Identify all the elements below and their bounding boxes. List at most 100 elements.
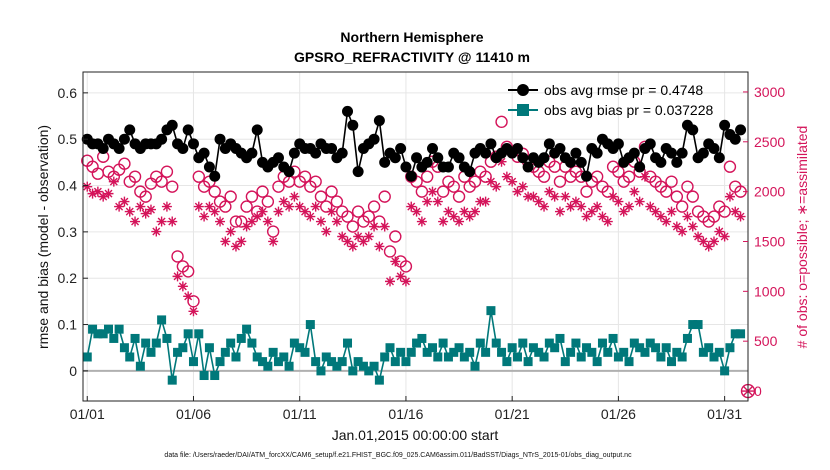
possible-point: [580, 185, 593, 198]
rmse-point: [581, 170, 593, 182]
assimilated-point: [719, 231, 730, 242]
legend: obs avg rmse pr = 0.4748 obs avg bias pr…: [508, 82, 714, 118]
y-left-tick-label: 0.4: [58, 178, 78, 194]
assimilated-point: [374, 241, 385, 252]
assimilated-point: [634, 196, 645, 207]
assimilated-point: [602, 216, 613, 227]
assimilated-point: [369, 221, 380, 232]
assimilated-point: [448, 211, 459, 222]
bias-point: [295, 343, 305, 353]
bias-point: [401, 357, 411, 367]
bias-point: [215, 357, 225, 367]
possible-point: [266, 225, 280, 238]
rmse-point: [352, 166, 364, 178]
assimilated-point: [145, 204, 156, 215]
assimilated-point: [151, 226, 162, 237]
possible-point: [479, 170, 492, 183]
assimilated-point: [517, 181, 528, 192]
assimilated-point: [230, 241, 241, 252]
y-right-tick-label: 1000: [754, 283, 785, 299]
rmse-point: [543, 138, 555, 150]
rmse-point: [719, 119, 731, 131]
assimilated-point: [608, 191, 619, 202]
rmse-point: [464, 166, 476, 178]
assimilated-point: [539, 201, 550, 212]
rmse-point: [336, 147, 348, 159]
assimilated-point: [395, 271, 406, 282]
assimilated-point: [363, 231, 374, 242]
bias-point: [507, 343, 517, 353]
assimilated-point: [82, 181, 93, 192]
rmse-point: [246, 147, 258, 159]
bias-point: [704, 343, 714, 353]
possible-point: [251, 205, 264, 218]
possible-point: [723, 160, 737, 173]
axes: 01/01 01/06 01/11 01/16 01/21 01/26 01/31 0 0.1 0…: [58, 84, 786, 422]
assimilated-point: [124, 206, 135, 217]
bias-point: [369, 361, 379, 371]
bias-point: [417, 333, 427, 343]
assimilated-point: [624, 201, 635, 212]
rmse-point: [198, 147, 210, 159]
assimilated-point: [671, 221, 682, 232]
bias-point: [443, 352, 453, 362]
assimilated-point: [501, 171, 512, 182]
possible-point: [553, 175, 567, 188]
assimilated-point: [475, 196, 486, 207]
assimilated-point: [241, 221, 252, 232]
possible-point: [166, 180, 179, 193]
bias-point: [220, 347, 230, 357]
rmse-point: [389, 152, 401, 164]
bias-point: [667, 357, 677, 367]
bias-point: [502, 357, 512, 367]
bias-point: [576, 352, 586, 362]
assimilated-point: [310, 201, 321, 212]
bias-point: [284, 361, 294, 371]
x-tick-label: 01/06: [176, 406, 211, 422]
bias-point: [396, 347, 406, 357]
bias-point: [677, 352, 687, 362]
y-left-tick-label: 0.6: [58, 85, 78, 101]
y-left-tick-label: 0.2: [58, 270, 78, 286]
assimilated-point: [677, 226, 688, 237]
possible-point: [240, 200, 253, 213]
possible-point: [309, 175, 322, 188]
assimilated-point: [156, 216, 167, 227]
possible-point: [187, 295, 200, 308]
assimilated-point: [459, 206, 470, 217]
rmse-point: [118, 133, 130, 145]
bias-point: [199, 371, 209, 381]
rmse-point: [373, 115, 385, 127]
bias-point: [470, 361, 480, 371]
assimilated-point: [698, 236, 709, 247]
possible-point: [155, 175, 168, 188]
rmse-point: [729, 133, 741, 145]
assimilated-point: [246, 216, 257, 227]
assimilated-point: [735, 211, 746, 222]
bias-point: [247, 338, 257, 348]
bias-point: [518, 338, 528, 348]
possible-point: [612, 165, 625, 178]
bias-point: [327, 357, 337, 367]
series-rmse: [81, 105, 747, 182]
assimilated-point: [215, 216, 226, 227]
rmse-point: [187, 138, 199, 150]
rmse-point: [676, 147, 688, 159]
possible-point: [447, 180, 460, 193]
possible-point: [351, 205, 365, 218]
rmse-point: [485, 138, 497, 150]
assimilated-point: [422, 196, 433, 207]
assimilated-point: [443, 206, 454, 217]
bias-point: [263, 361, 273, 371]
bias-point: [258, 357, 268, 367]
bias-point: [560, 357, 570, 367]
bias-point: [353, 357, 363, 367]
assimilated-point: [220, 236, 231, 247]
bias-point: [512, 352, 522, 362]
rmse-point: [283, 166, 295, 178]
rmse-point: [538, 152, 550, 164]
bias-point: [167, 375, 177, 385]
bias-point: [688, 320, 698, 330]
bias-point: [98, 329, 108, 339]
